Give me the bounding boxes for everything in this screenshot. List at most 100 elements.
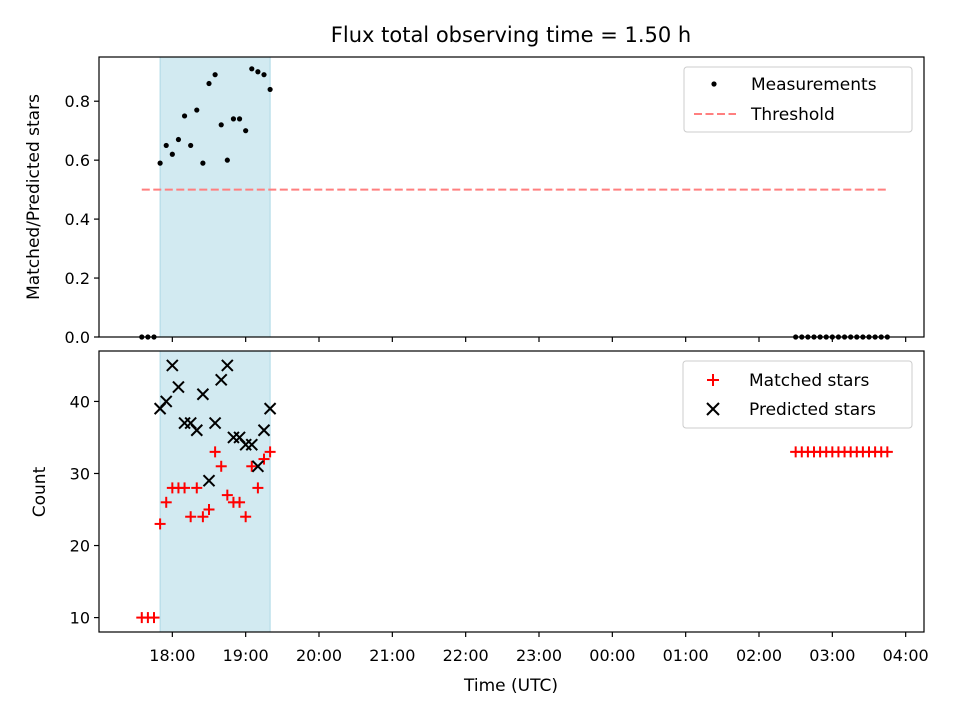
x-axis-label: Time (UTC) <box>463 676 558 696</box>
measurement-point <box>163 142 169 149</box>
predicted-star-stroke <box>251 460 265 473</box>
matched-star-point <box>240 511 252 523</box>
legend-label-measurements: Measurements <box>751 75 877 95</box>
predicted-star-stroke <box>215 373 228 387</box>
measurement-point <box>267 86 273 93</box>
y-tick-label: 30 <box>70 464 90 483</box>
bottom-plot-area: 10 20 30 40 18:00 19:00 20:00 21:00 22:00 23:00 00… <box>70 350 929 665</box>
predicted-star-point <box>245 438 258 451</box>
matched-star-point <box>148 612 160 624</box>
measurement-point <box>224 157 230 163</box>
matched-star-point <box>881 446 893 458</box>
matched-star-point <box>258 453 270 465</box>
measurement-point <box>194 107 200 113</box>
measurement-point <box>200 160 206 166</box>
legend-marker-matched <box>707 374 719 386</box>
predicted-star-stroke <box>166 359 179 372</box>
predicted-star-point <box>257 424 271 437</box>
matched-star-point <box>197 511 209 523</box>
x-tick-label: 00:00 <box>589 646 635 665</box>
x-tick-label: 23:00 <box>516 646 562 665</box>
matched-star-point <box>203 504 215 516</box>
predicted-star-stroke <box>196 388 210 401</box>
y-tick-label: 0.0 <box>65 328 90 347</box>
predicted-star-point <box>208 416 222 430</box>
top-axes-frame <box>98 56 925 338</box>
predicted-star-stroke <box>172 380 185 394</box>
panel-top: Flux total observing time = 1.50 h Match… <box>24 23 925 347</box>
predicted-star-point <box>221 359 234 372</box>
predicted-star-stroke <box>263 402 277 415</box>
predicted-star-point <box>172 380 185 394</box>
measurement-point <box>206 80 212 87</box>
x-tick-label: 20:00 <box>296 646 342 665</box>
predicted-star-point <box>196 388 210 401</box>
predicted-star-point <box>263 402 277 415</box>
matched-star-point <box>252 482 264 494</box>
measurement-point <box>188 142 194 149</box>
observing-window-shade <box>159 56 271 338</box>
chart-title: Flux total observing time = 1.50 h <box>331 23 691 47</box>
legend-label-threshold: Threshold <box>750 105 835 125</box>
top-y-axis-label: Matched/Predicted stars <box>24 94 44 300</box>
matched-star-point <box>221 489 233 501</box>
predicted-star-stroke <box>184 416 197 430</box>
predicted-star-stroke <box>221 359 234 372</box>
top-legend: Measurements Threshold <box>683 66 913 133</box>
measurement-point <box>169 151 175 157</box>
predicted-star-stroke <box>160 395 173 408</box>
predicted-star-stroke <box>190 424 203 437</box>
measurement-point <box>218 122 224 128</box>
x-tick-label: 02:00 <box>736 646 782 665</box>
matched-star-point <box>191 482 203 494</box>
predicted-star-point <box>202 474 216 487</box>
predicted-star-point <box>215 373 228 387</box>
x-tick-label: 22:00 <box>443 646 489 665</box>
bottom-axes-frame <box>98 350 925 633</box>
predicted-star-stroke <box>202 474 216 487</box>
observing-window-shade <box>159 350 271 633</box>
predicted-star-stroke <box>257 424 271 437</box>
measurement-point <box>249 66 255 72</box>
matched-star-point <box>185 511 197 523</box>
x-tick-label: 19:00 <box>223 646 269 665</box>
matched-star-point <box>160 496 172 508</box>
measurement-point <box>261 72 267 78</box>
predicted-star-point <box>190 424 203 437</box>
x-tick-label: 18:00 <box>149 646 195 665</box>
predicted-star-stroke <box>245 438 258 451</box>
y-tick-label: 20 <box>70 537 90 556</box>
predicted-star-point <box>160 395 173 408</box>
legend-marker-predicted <box>706 402 720 416</box>
bottom-legend-box <box>682 360 913 429</box>
bottom-y-axis-label: Count <box>30 466 50 517</box>
y-tick-label: 10 <box>70 609 90 628</box>
matched-star-point <box>209 446 221 458</box>
measurement-point <box>212 72 218 78</box>
x-tick-label: 04:00 <box>883 646 929 665</box>
measurement-point <box>181 113 188 119</box>
matched-star-point <box>215 460 227 472</box>
predicted-star-stroke <box>208 416 222 430</box>
legend-marker-measurements <box>711 81 717 87</box>
y-tick-label: 0.2 <box>65 269 90 288</box>
measurement-point <box>243 128 249 134</box>
matched-star-point <box>264 446 276 458</box>
x-tick-label: 03:00 <box>809 646 855 665</box>
measurement-point <box>157 160 163 166</box>
x-tick-label: 21:00 <box>369 646 415 665</box>
matched-star-point <box>246 460 258 472</box>
measurement-point <box>175 136 182 143</box>
matched-star-point <box>154 518 166 530</box>
predicted-star-stroke <box>233 431 246 444</box>
y-tick-label: 0.8 <box>65 92 90 111</box>
predicted-star-point <box>166 359 179 372</box>
x-tick-label: 01:00 <box>663 646 709 665</box>
legend-label-matched: Matched stars <box>749 371 869 391</box>
panel-bottom: Count Time (UTC) 10 20 30 40 18:00 19:00 20:00… <box>30 350 929 696</box>
y-tick-label: 0.6 <box>65 151 90 170</box>
top-plot-area: 0.0 0.2 0.4 0.6 0.8 <box>65 56 907 347</box>
bottom-legend: Matched stars Predicted stars <box>682 360 913 429</box>
